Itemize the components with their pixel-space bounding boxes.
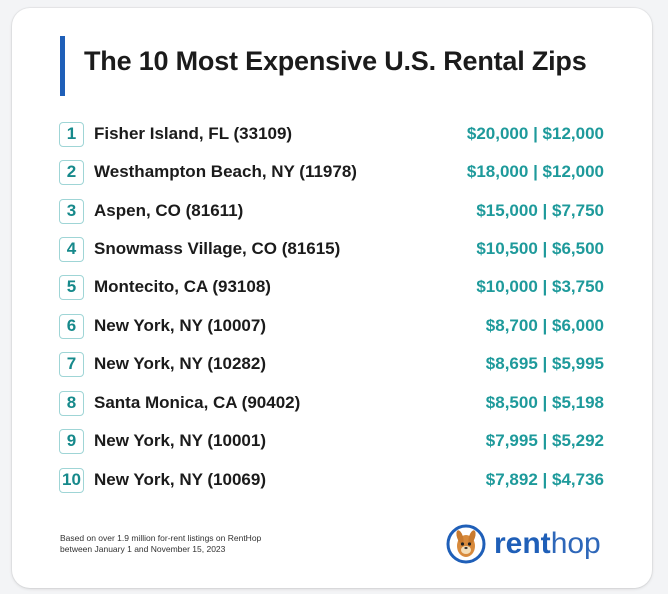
price-value: $8,700 | $6,000 <box>485 316 604 335</box>
table-row: 10 New York, NY (10069) $7,892 | $4,736 <box>59 465 604 495</box>
rank-badge: 4 <box>59 236 84 262</box>
rank-badge: 8 <box>59 390 84 416</box>
table-row: 1 Fisher Island, FL (33109) $20,000 | $1… <box>59 119 604 149</box>
title-accent-bar <box>60 36 65 96</box>
rank-badge: 7 <box>59 351 84 377</box>
price-value: $8,500 | $5,198 <box>485 393 604 412</box>
renthop-logo: renthop <box>446 524 601 564</box>
price-value: $15,000 | $7,750 <box>476 201 604 220</box>
table-row: 3 Aspen, CO (81611) $15,000 | $7,750 <box>59 196 604 226</box>
rank-badge: 5 <box>59 274 84 300</box>
price-value: $10,500 | $6,500 <box>476 239 604 258</box>
place-label: New York, NY (10007) <box>94 316 266 335</box>
table-row: 8 Santa Monica, CA (90402) $8,500 | $5,1… <box>59 388 604 418</box>
rank-badge: 9 <box>59 428 84 454</box>
rank-badge: 3 <box>59 198 84 224</box>
price-value: $7,892 | $4,736 <box>485 470 604 489</box>
place-label: New York, NY (10282) <box>94 354 266 373</box>
rank-badge: 2 <box>59 159 84 185</box>
table-row: 6 New York, NY (10007) $8,700 | $6,000 <box>59 311 604 341</box>
price-value: $7,995 | $5,292 <box>485 431 604 450</box>
table-row: 2 Westhampton Beach, NY (11978) $18,000 … <box>59 157 604 187</box>
source-footnote: Based on over 1.9 million for-rent listi… <box>60 533 261 555</box>
place-label: Montecito, CA (93108) <box>94 277 271 296</box>
table-row: 5 Montecito, CA (93108) $10,000 | $3,750 <box>59 272 604 302</box>
price-value: $18,000 | $12,000 <box>466 162 604 181</box>
infographic-card: The 10 Most Expensive U.S. Rental Zips 1… <box>12 8 652 588</box>
rank-badge: 6 <box>59 313 84 339</box>
price-value: $8,695 | $5,995 <box>485 354 604 373</box>
price-value: $20,000 | $12,000 <box>466 124 604 143</box>
table-row: 9 New York, NY (10001) $7,995 | $5,292 <box>59 426 604 456</box>
place-label: New York, NY (10001) <box>94 431 266 450</box>
table-row: 4 Snowmass Village, CO (81615) $10,500 |… <box>59 234 604 264</box>
table-row: 7 New York, NY (10282) $8,695 | $5,995 <box>59 349 604 379</box>
place-label: New York, NY (10069) <box>94 470 266 489</box>
place-label: Fisher Island, FL (33109) <box>94 124 293 143</box>
rank-badge: 1 <box>59 121 84 147</box>
footnote-line: between January 1 and November 15, 2023 <box>60 544 226 554</box>
logo-text-light: hop <box>550 527 601 560</box>
logo-wordmark: renthop <box>494 527 601 561</box>
place-label: Westhampton Beach, NY (11978) <box>94 162 357 181</box>
place-label: Snowmass Village, CO (81615) <box>94 239 341 258</box>
logo-text-bold: rent <box>494 527 551 560</box>
place-label: Aspen, CO (81611) <box>94 201 244 220</box>
renthop-mascot-icon <box>446 524 486 564</box>
footnote-line: Based on over 1.9 million for-rent listi… <box>60 533 262 543</box>
price-value: $10,000 | $3,750 <box>476 277 604 296</box>
page-title: The 10 Most Expensive U.S. Rental Zips <box>84 46 587 76</box>
place-label: Santa Monica, CA (90402) <box>94 393 301 412</box>
rank-badge: 10 <box>59 467 84 493</box>
